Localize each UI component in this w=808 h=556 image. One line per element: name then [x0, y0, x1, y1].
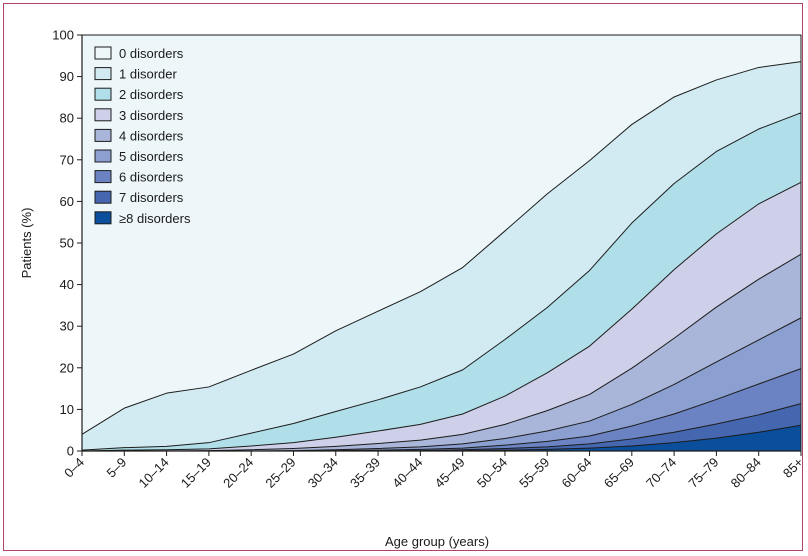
- y-tick-label-10: 100: [52, 28, 74, 43]
- y-axis-label: Patients (%): [19, 208, 34, 279]
- x-tick-label-0: 0–4: [61, 455, 87, 481]
- y-tick-label-4: 40: [60, 277, 74, 292]
- legend-label-3: 3 disorders: [119, 108, 184, 123]
- legend-label-6: 6 disorders: [119, 170, 184, 185]
- y-tick-label-1: 10: [60, 402, 74, 417]
- legend-label-2: 2 disorders: [119, 87, 184, 102]
- y-tick-label-9: 90: [60, 69, 74, 84]
- x-tick-label-10: 50–54: [474, 455, 510, 491]
- legend-swatch-7: [94, 190, 112, 204]
- x-tick-label-9: 45–49: [432, 455, 468, 491]
- x-tick-label-14: 70–74: [643, 455, 679, 491]
- x-axis-label: Age group (years): [385, 534, 489, 549]
- x-tick-label-3: 15–19: [178, 455, 214, 491]
- y-tick-label-3: 30: [60, 319, 74, 334]
- x-tick-label-17: 85+: [780, 455, 804, 481]
- y-tick-label-5: 50: [60, 236, 74, 251]
- x-tick-label-4: 20–24: [220, 455, 256, 491]
- legend-swatch-3: [94, 108, 112, 122]
- legend-swatch-1: [94, 67, 112, 81]
- x-tick-label-6: 30–34: [305, 455, 341, 491]
- y-tick-label-6: 60: [60, 194, 74, 209]
- legend-swatch-6: [94, 170, 112, 184]
- legend-label-5: 5 disorders: [119, 149, 184, 164]
- legend-label-4: 4 disorders: [119, 128, 184, 143]
- y-tick-label-8: 80: [60, 111, 74, 126]
- legend-swatch-4: [94, 128, 112, 142]
- y-tick-label-2: 20: [60, 360, 74, 375]
- legend-label-8: ≥8 disorders: [119, 211, 191, 226]
- x-tick-label-13: 65–69: [601, 455, 637, 491]
- y-tick-label-7: 70: [60, 152, 74, 167]
- legend-label-0: 0 disorders: [119, 46, 184, 61]
- legend-swatch-8: [94, 211, 112, 225]
- legend: 0 disorders 1 disorder 2 disorders 3 disord…: [94, 46, 191, 226]
- x-tick-label-12: 60–64: [558, 455, 594, 491]
- legend-swatch-0: [94, 46, 112, 60]
- area-chart: 0 10 20 30 40 50 60 70 80 90 100 0–4 5–9 10–14 15–19 20…: [19, 28, 804, 550]
- x-tick-label-5: 25–29: [262, 455, 298, 491]
- x-tick-label-7: 35–39: [347, 455, 383, 491]
- legend-swatch-2: [94, 87, 112, 101]
- area-layer: [81, 34, 802, 452]
- x-tick-label-2: 10–14: [136, 455, 172, 491]
- x-tick-label-15: 75–79: [685, 455, 721, 491]
- y-tick-label-0: 0: [67, 444, 74, 459]
- legend-swatch-5: [94, 149, 112, 163]
- chart-frame: 0 10 20 30 40 50 60 70 80 90 100 0–4 5–9 10–14 15–19 20…: [3, 3, 804, 551]
- x-tick-label-8: 40–44: [389, 455, 425, 491]
- legend-label-1: 1 disorder: [119, 67, 177, 82]
- x-tick-label-11: 55–59: [516, 455, 552, 491]
- x-tick-label-16: 80–84: [728, 455, 764, 491]
- x-tick-label-1: 5–9: [103, 455, 129, 481]
- legend-label-7: 7 disorders: [119, 190, 184, 205]
